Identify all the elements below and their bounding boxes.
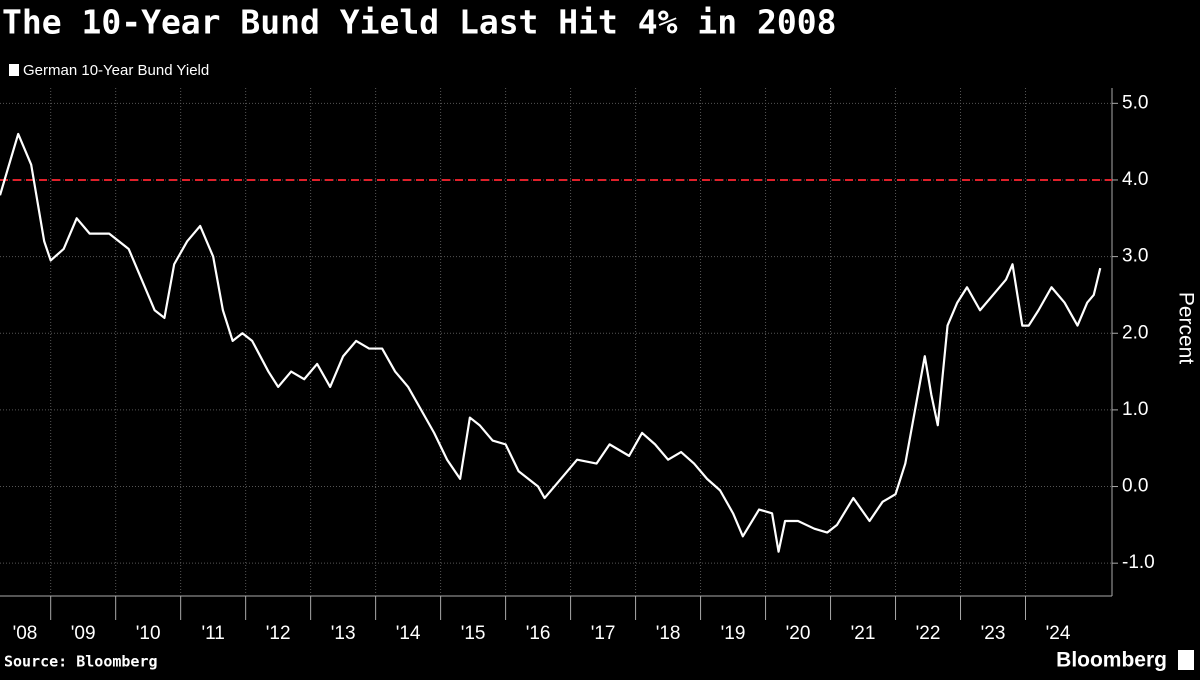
legend-label: German 10-Year Bund Yield bbox=[23, 62, 209, 79]
y-tick-label: 5.0 bbox=[1122, 92, 1148, 113]
x-tick-label: '12 bbox=[266, 623, 291, 644]
y-axis-label: Percent bbox=[1174, 292, 1197, 365]
x-tick-label: '21 bbox=[851, 623, 876, 644]
x-tick-label: '14 bbox=[396, 623, 421, 644]
y-tick-label: -1.0 bbox=[1122, 552, 1155, 573]
x-tick-label: '11 bbox=[201, 623, 224, 644]
y-tick-label: 2.0 bbox=[1122, 322, 1148, 343]
y-tick-label: 1.0 bbox=[1122, 399, 1148, 420]
y-tick-label: 0.0 bbox=[1122, 476, 1148, 497]
y-tick-label: 3.0 bbox=[1122, 246, 1148, 267]
chart-title: The 10-Year Bund Yield Last Hit 4% in 20… bbox=[2, 3, 836, 42]
legend-swatch bbox=[9, 64, 19, 76]
source: Source: Bloomberg bbox=[4, 653, 158, 671]
x-tick-label: '17 bbox=[591, 623, 616, 644]
x-tick-label: '18 bbox=[656, 623, 681, 644]
x-tick-label: '20 bbox=[786, 623, 811, 644]
x-tick-label: '16 bbox=[526, 623, 551, 644]
x-tick-label: '23 bbox=[981, 623, 1006, 644]
x-tick-label: '22 bbox=[916, 623, 941, 644]
logo-icon bbox=[1178, 650, 1194, 670]
x-tick-label: '24 bbox=[1046, 623, 1071, 644]
x-tick-label: '19 bbox=[721, 623, 746, 644]
logo: Bloomberg bbox=[1056, 649, 1167, 672]
x-tick-label: '08 bbox=[13, 623, 38, 644]
x-tick-label: '15 bbox=[461, 623, 486, 644]
x-tick-label: '09 bbox=[71, 623, 96, 644]
line bbox=[0, 132, 1102, 553]
y-tick-label: 4.0 bbox=[1122, 169, 1148, 190]
x-tick-label: '10 bbox=[136, 623, 161, 644]
x-tick-label: '13 bbox=[331, 623, 356, 644]
